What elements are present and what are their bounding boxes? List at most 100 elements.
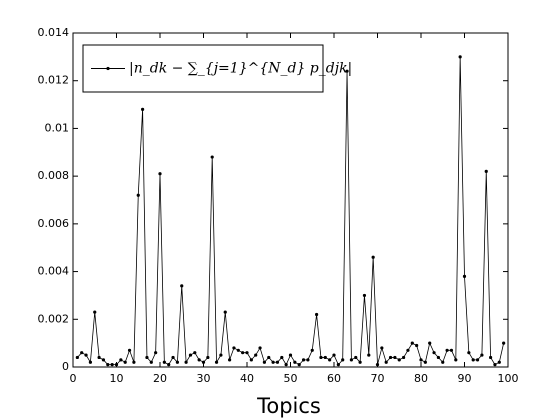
point bbox=[432, 351, 436, 355]
point bbox=[175, 360, 179, 364]
point bbox=[149, 360, 153, 364]
point bbox=[223, 310, 227, 314]
point bbox=[493, 363, 497, 367]
point bbox=[106, 363, 110, 367]
x-tick-label: 30 bbox=[197, 372, 211, 385]
point bbox=[380, 346, 384, 350]
point bbox=[349, 358, 353, 362]
point bbox=[258, 346, 262, 350]
x-tick-label: 100 bbox=[498, 372, 519, 385]
point bbox=[141, 107, 145, 111]
legend-marker bbox=[106, 66, 110, 71]
point bbox=[310, 348, 314, 352]
point bbox=[306, 358, 310, 362]
point bbox=[449, 348, 454, 352]
point bbox=[458, 55, 462, 59]
point bbox=[162, 360, 166, 364]
point bbox=[158, 172, 162, 176]
point bbox=[254, 353, 258, 357]
point bbox=[423, 360, 427, 364]
point bbox=[88, 360, 92, 364]
point bbox=[367, 353, 371, 357]
point bbox=[184, 360, 188, 364]
point bbox=[480, 353, 484, 357]
point bbox=[101, 358, 106, 362]
point bbox=[197, 358, 201, 362]
point bbox=[201, 360, 206, 364]
point bbox=[214, 360, 219, 364]
point bbox=[245, 351, 249, 355]
point bbox=[388, 355, 393, 360]
point bbox=[371, 255, 375, 259]
point bbox=[84, 353, 88, 357]
point bbox=[315, 312, 319, 317]
point bbox=[332, 353, 336, 357]
point bbox=[171, 355, 175, 360]
point bbox=[345, 69, 349, 73]
x-tick-label: 0 bbox=[70, 372, 77, 385]
point bbox=[271, 360, 275, 364]
point bbox=[462, 274, 467, 278]
point bbox=[288, 353, 293, 357]
point bbox=[419, 358, 423, 362]
point bbox=[301, 358, 306, 362]
point bbox=[354, 355, 358, 360]
point bbox=[358, 360, 362, 364]
point bbox=[145, 355, 149, 360]
point bbox=[284, 363, 288, 367]
point bbox=[210, 155, 214, 159]
x-tick-label: 80 bbox=[414, 372, 428, 385]
point bbox=[236, 348, 240, 352]
point bbox=[415, 343, 419, 348]
point bbox=[441, 360, 445, 364]
point bbox=[136, 193, 140, 197]
point bbox=[75, 355, 79, 360]
point bbox=[467, 351, 471, 355]
y-tick-label: 0.006 bbox=[38, 217, 70, 230]
y-tick-label: 0.002 bbox=[38, 312, 70, 325]
legend-label: |n_dk − ∑_{j=1}^{N_d} p_djk| bbox=[129, 61, 352, 77]
point bbox=[241, 351, 245, 355]
point bbox=[267, 355, 271, 360]
point bbox=[336, 363, 340, 367]
point bbox=[475, 358, 480, 362]
point bbox=[445, 348, 449, 352]
point bbox=[410, 341, 414, 345]
y-tick-label: 0.008 bbox=[38, 169, 70, 182]
point bbox=[180, 284, 184, 288]
point bbox=[228, 358, 232, 362]
point bbox=[188, 353, 193, 357]
point bbox=[397, 358, 401, 362]
point bbox=[428, 341, 432, 345]
point bbox=[497, 360, 501, 364]
point bbox=[323, 355, 327, 360]
point bbox=[219, 353, 223, 357]
point bbox=[297, 363, 301, 367]
point bbox=[123, 360, 127, 364]
x-tick-label: 60 bbox=[327, 372, 341, 385]
point bbox=[132, 360, 136, 364]
point bbox=[362, 293, 367, 298]
point bbox=[384, 360, 388, 364]
point bbox=[471, 358, 475, 362]
y-tick-label: 0.014 bbox=[38, 26, 70, 39]
x-tick-label: 70 bbox=[371, 372, 385, 385]
x-tick-label: 90 bbox=[458, 372, 472, 385]
x-tick-label: 40 bbox=[240, 372, 254, 385]
point bbox=[406, 348, 410, 352]
y-tick-label: 0.004 bbox=[38, 265, 70, 278]
point bbox=[293, 360, 297, 364]
point bbox=[193, 351, 197, 355]
x-tick-label: 50 bbox=[284, 372, 298, 385]
y-tick-label: 0.01 bbox=[45, 121, 70, 134]
y-tick-label: 0.012 bbox=[38, 74, 70, 87]
point bbox=[436, 355, 440, 360]
point bbox=[110, 363, 114, 367]
point bbox=[154, 351, 158, 355]
point bbox=[262, 360, 266, 364]
point bbox=[119, 358, 123, 362]
point bbox=[275, 360, 280, 364]
point bbox=[114, 363, 119, 367]
point bbox=[206, 355, 210, 360]
